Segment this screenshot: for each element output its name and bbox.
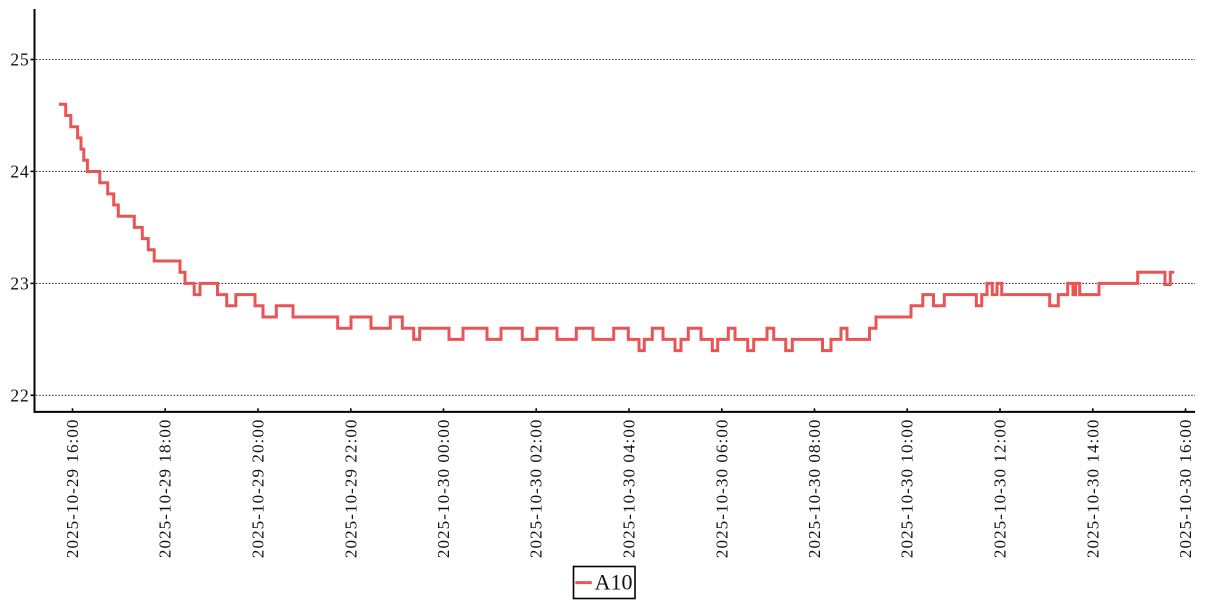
svg-text:23: 23: [10, 273, 29, 293]
svg-text:2025-10-30 12:00: 2025-10-30 12:00: [991, 419, 1010, 559]
svg-text:2025-10-29 18:00: 2025-10-29 18:00: [156, 419, 175, 559]
svg-text:2025-10-29 16:00: 2025-10-29 16:00: [63, 419, 82, 559]
svg-text:25: 25: [10, 50, 29, 70]
svg-text:2025-10-30 14:00: 2025-10-30 14:00: [1083, 419, 1102, 559]
svg-text:2025-10-29 20:00: 2025-10-29 20:00: [249, 419, 268, 559]
svg-text:2025-10-29 22:00: 2025-10-29 22:00: [341, 419, 360, 559]
svg-text:2025-10-30 06:00: 2025-10-30 06:00: [712, 419, 731, 559]
svg-text:2025-10-30 08:00: 2025-10-30 08:00: [805, 419, 824, 559]
svg-text:2025-10-30 16:00: 2025-10-30 16:00: [1176, 419, 1195, 559]
svg-text:A10: A10: [595, 570, 633, 595]
svg-text:2025-10-30 00:00: 2025-10-30 00:00: [434, 419, 453, 559]
svg-text:22: 22: [10, 385, 29, 405]
svg-text:2025-10-30 02:00: 2025-10-30 02:00: [527, 419, 546, 559]
svg-text:24: 24: [10, 161, 29, 181]
svg-text:2025-10-30 10:00: 2025-10-30 10:00: [898, 419, 917, 559]
svg-text:2025-10-30 04:00: 2025-10-30 04:00: [620, 419, 639, 559]
